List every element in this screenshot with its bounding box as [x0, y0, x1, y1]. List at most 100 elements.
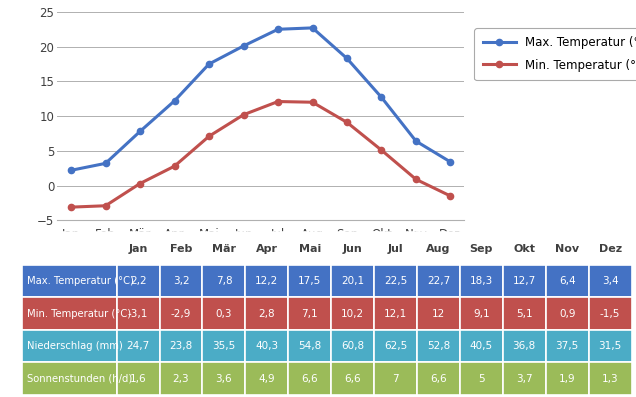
Text: Niederschlag (mm): Niederschlag (mm) — [27, 341, 123, 351]
Text: Nov: Nov — [555, 243, 579, 254]
Text: 1,3: 1,3 — [602, 374, 618, 384]
Bar — [417, 232, 460, 265]
Bar — [116, 265, 160, 297]
Text: Mai: Mai — [299, 243, 321, 254]
Text: Feb: Feb — [170, 243, 192, 254]
Bar — [589, 232, 632, 265]
Bar — [116, 297, 160, 330]
Bar — [417, 297, 460, 330]
Bar — [202, 362, 245, 395]
Text: 6,6: 6,6 — [301, 374, 318, 384]
Bar — [22, 330, 116, 362]
Bar — [417, 265, 460, 297]
Bar — [374, 265, 417, 297]
Bar — [460, 297, 503, 330]
Text: -1,5: -1,5 — [600, 308, 620, 319]
Text: 9,1: 9,1 — [473, 308, 490, 319]
Bar — [417, 362, 460, 395]
Bar — [546, 362, 589, 395]
Text: 7,1: 7,1 — [301, 308, 318, 319]
Text: 22,7: 22,7 — [427, 276, 450, 286]
Text: 52,8: 52,8 — [427, 341, 450, 351]
Bar — [202, 265, 245, 297]
Text: 2,3: 2,3 — [173, 374, 190, 384]
Bar — [546, 232, 589, 265]
Text: Aug: Aug — [426, 243, 451, 254]
Bar — [22, 297, 116, 330]
Max. Temperatur (°C) — [274, 27, 282, 32]
Bar — [160, 330, 202, 362]
Max. Temperatur (°C) — [67, 168, 75, 173]
Min. Temperatur (°C) — [412, 177, 420, 182]
Bar — [116, 362, 160, 395]
Max. Temperatur (°C) — [446, 160, 454, 164]
Max. Temperatur (°C) — [205, 62, 213, 66]
Text: 2,2: 2,2 — [130, 276, 146, 286]
Min. Temperatur (°C) — [343, 120, 351, 125]
Text: 12,7: 12,7 — [513, 276, 536, 286]
Text: Dez: Dez — [598, 243, 621, 254]
Bar — [417, 330, 460, 362]
Bar — [288, 330, 331, 362]
Min. Temperatur (°C) — [446, 194, 454, 198]
Bar — [546, 297, 589, 330]
Max. Temperatur (°C) — [343, 56, 351, 61]
Text: 3,7: 3,7 — [516, 374, 532, 384]
Text: 2,8: 2,8 — [258, 308, 275, 319]
Text: 5: 5 — [478, 374, 485, 384]
Bar — [460, 330, 503, 362]
Text: -3,1: -3,1 — [128, 308, 148, 319]
Bar — [160, 297, 202, 330]
Bar — [589, 297, 632, 330]
Bar — [202, 330, 245, 362]
Text: 10,2: 10,2 — [341, 308, 364, 319]
Bar — [245, 297, 288, 330]
Text: 12: 12 — [432, 308, 445, 319]
Min. Temperatur (°C) — [274, 99, 282, 104]
Text: Mär: Mär — [212, 243, 236, 254]
Max. Temperatur (°C) — [170, 98, 178, 103]
Bar — [331, 265, 374, 297]
Bar — [503, 297, 546, 330]
Text: 6,6: 6,6 — [344, 374, 361, 384]
Bar — [374, 330, 417, 362]
Text: Apr: Apr — [256, 243, 278, 254]
Max. Temperatur (°C) — [102, 161, 109, 166]
Text: 12,2: 12,2 — [255, 276, 279, 286]
Text: Okt: Okt — [513, 243, 536, 254]
Text: 60,8: 60,8 — [341, 341, 364, 351]
Bar — [288, 362, 331, 395]
Bar — [288, 232, 331, 265]
Max. Temperatur (°C) — [308, 25, 316, 30]
Text: 3,6: 3,6 — [216, 374, 232, 384]
Text: -2,9: -2,9 — [171, 308, 191, 319]
Text: 40,5: 40,5 — [470, 341, 493, 351]
Text: 17,5: 17,5 — [298, 276, 321, 286]
Text: 62,5: 62,5 — [384, 341, 407, 351]
Text: 7: 7 — [392, 374, 399, 384]
Bar — [22, 232, 116, 265]
Bar — [374, 232, 417, 265]
Min. Temperatur (°C) — [240, 112, 247, 117]
Text: 3,4: 3,4 — [602, 276, 618, 286]
Bar — [22, 265, 116, 297]
Min. Temperatur (°C) — [205, 134, 213, 139]
Bar — [589, 265, 632, 297]
Text: Min. Temperatur (°C): Min. Temperatur (°C) — [27, 308, 131, 319]
Bar — [160, 362, 202, 395]
Bar — [460, 232, 503, 265]
Bar — [202, 297, 245, 330]
Bar — [22, 362, 116, 395]
Text: 20,1: 20,1 — [341, 276, 364, 286]
Bar — [503, 362, 546, 395]
Bar — [589, 330, 632, 362]
Bar — [503, 265, 546, 297]
Bar — [331, 362, 374, 395]
Bar — [245, 330, 288, 362]
Text: 1,6: 1,6 — [130, 374, 146, 384]
Text: Sonnenstunden (h/d): Sonnenstunden (h/d) — [27, 374, 132, 384]
Text: 7,8: 7,8 — [216, 276, 232, 286]
Max. Temperatur (°C) — [136, 129, 144, 134]
Bar — [331, 330, 374, 362]
Bar — [116, 330, 160, 362]
